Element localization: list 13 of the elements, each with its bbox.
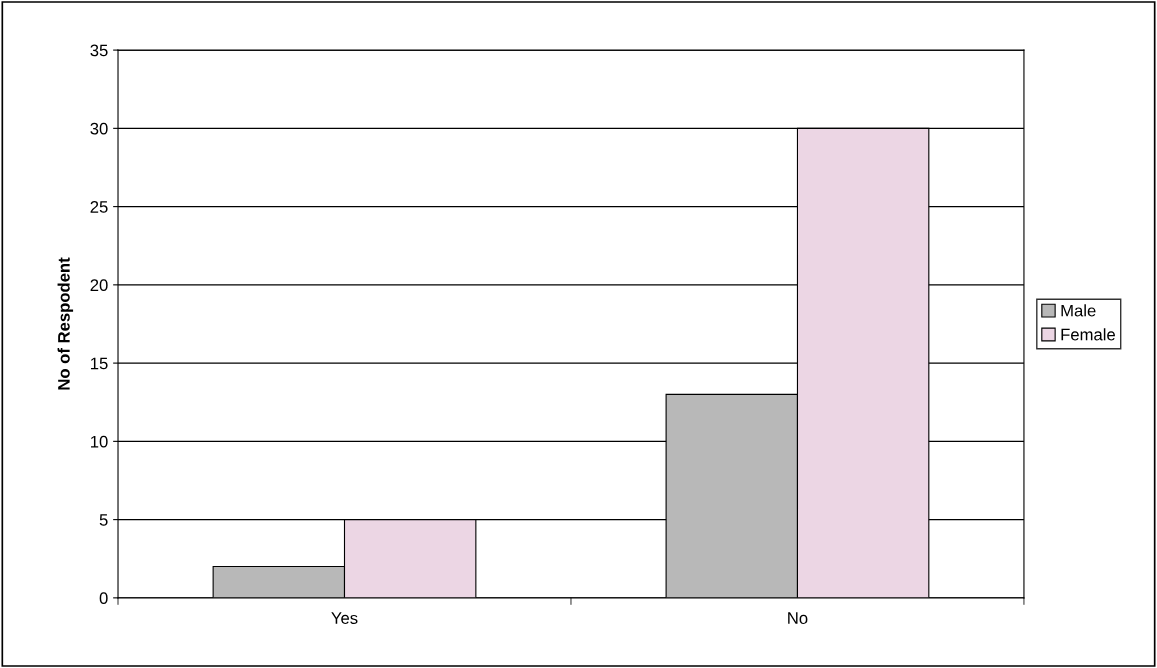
- y-tick-label: 10: [91, 435, 108, 448]
- y-tick-label: 0: [99, 592, 108, 605]
- y-tick-label: 15: [91, 357, 108, 370]
- y-tick-label: 20: [90, 279, 108, 292]
- legend-label: Female: [1061, 328, 1115, 341]
- x-tick-label: Yes: [331, 612, 358, 624]
- x-tick-label: No: [788, 612, 808, 624]
- y-tick-label: 5: [99, 514, 108, 526]
- y-tick-label: 25: [90, 201, 108, 213]
- legend-label: Male: [1061, 304, 1096, 317]
- y-tick-label: 35: [90, 44, 108, 57]
- y-axis-title: No of Respodent: [57, 257, 74, 390]
- y-tick-label: 30: [90, 122, 108, 135]
